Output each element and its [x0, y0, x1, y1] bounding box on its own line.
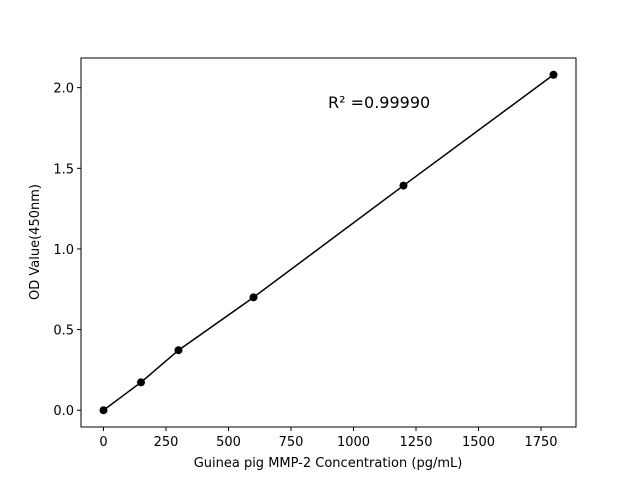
y-tick-label: 1.5: [53, 162, 74, 177]
data-point: [249, 293, 258, 302]
x-tick-label: 250: [154, 435, 179, 450]
y-tick-label: 0.5: [53, 324, 74, 339]
data-point: [399, 181, 408, 190]
annotation: R² =0.99990: [328, 93, 430, 112]
x-tick-label: 1250: [399, 435, 432, 450]
x-tick-label: 500: [216, 435, 241, 450]
data-point: [549, 70, 558, 79]
y-tick-label: 1.0: [53, 243, 74, 258]
y-tick-label: 2.0: [53, 82, 74, 97]
data-point: [99, 406, 108, 415]
plot-frame: [80, 57, 577, 428]
x-tick-label: 1750: [524, 435, 557, 450]
x-axis-label: Guinea pig MMP-2 Concentration (pg/mL): [194, 456, 463, 471]
data-line: [103, 74, 554, 411]
y-axis-label: OD Value(450nm): [28, 184, 43, 300]
x-tick-label: 750: [279, 435, 304, 450]
x-tick-label: 0: [99, 435, 107, 450]
x-tick-label: 1500: [462, 435, 495, 450]
y-tick-label: 0.0: [53, 404, 74, 419]
x-tick-label: 1000: [337, 435, 370, 450]
data-point: [174, 346, 183, 355]
data-point: [137, 378, 145, 387]
